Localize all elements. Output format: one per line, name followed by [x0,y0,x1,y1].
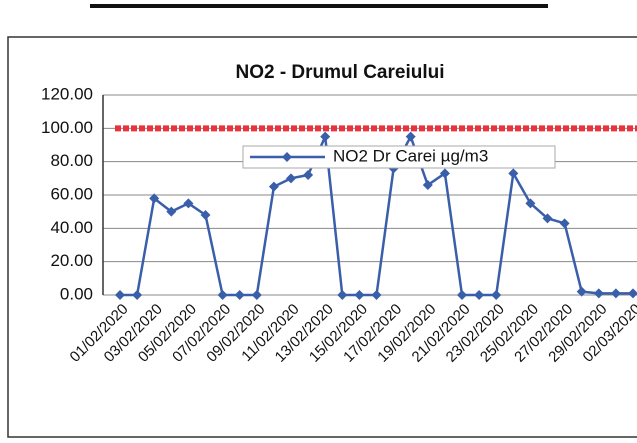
y-tick-label: 0.00 [60,284,93,303]
y-tick-label: 60.00 [50,184,93,203]
data-point [268,181,279,192]
y-tick-label: 100.00 [41,118,93,137]
data-point [166,206,177,217]
data-point [217,290,228,300]
legend-label: NO2 Dr Carei µg/m3 [333,146,488,165]
data-point [610,288,621,299]
y-tick-label: 40.00 [50,218,93,237]
y-tick-label: 120.00 [41,84,93,103]
data-point [337,290,348,300]
data-point [542,213,553,224]
chart-title: NO2 - Drumul Careiului [235,62,444,83]
data-point [371,290,382,300]
data-point [354,290,365,300]
data-point [576,286,587,297]
data-point [628,288,637,299]
data-point [149,193,160,204]
data-point [286,173,296,184]
data-point [303,170,314,180]
data-point [200,210,211,220]
data-point [474,290,485,300]
data-point [251,290,262,300]
chart-frame [7,36,637,438]
data-point [320,131,331,142]
data-point [422,180,433,190]
data-point [559,218,570,229]
data-point [439,168,450,179]
legend-marker [282,152,292,162]
data-point [508,168,519,179]
y-tick-label: 20.00 [50,251,93,270]
data-point [457,290,467,300]
y-tick-label: 80.00 [50,151,93,170]
data-point [132,290,143,300]
data-point [525,198,536,209]
data-point [115,290,125,300]
data-point [491,290,502,300]
data-point [183,198,194,209]
data-point [234,290,245,300]
data-point [593,288,604,299]
legend-box [242,145,556,169]
data-point [405,131,416,142]
